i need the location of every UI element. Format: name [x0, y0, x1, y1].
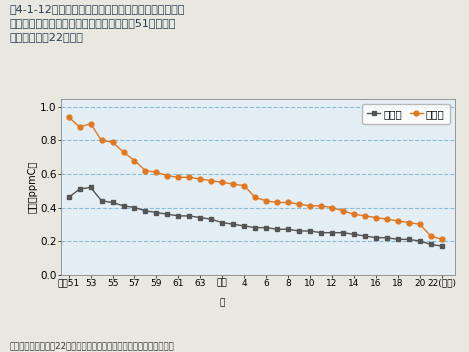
自排局: [252, 195, 258, 200]
一般局: [175, 214, 181, 218]
自排局: [77, 125, 83, 129]
一般局: [77, 187, 83, 191]
自排局: [384, 217, 390, 221]
自排局: [406, 220, 412, 225]
Text: 図4-1-12　非メタン炭化水素の午前６〜９時における
　　　　　年平均値の経年変化推移（昭和51年度〜平
　　　　　成22年度）: 図4-1-12 非メタン炭化水素の午前６〜９時における 年平均値の経年変化推移（…: [9, 4, 185, 42]
自排局: [99, 138, 105, 143]
一般局: [406, 237, 412, 241]
一般局: [88, 185, 93, 189]
自排局: [187, 175, 192, 180]
一般局: [132, 206, 137, 210]
自排局: [197, 177, 203, 181]
Text: ２: ２: [219, 298, 225, 307]
自排局: [88, 121, 93, 126]
自排局: [175, 175, 181, 180]
Line: 自排局: 自排局: [66, 114, 444, 242]
一般局: [285, 227, 291, 231]
自排局: [373, 215, 379, 220]
一般局: [362, 234, 368, 238]
自排局: [132, 158, 137, 163]
自排局: [340, 209, 346, 213]
一般局: [439, 244, 445, 248]
一般局: [296, 229, 302, 233]
自排局: [143, 169, 148, 173]
自排局: [307, 204, 313, 208]
一般局: [143, 209, 148, 213]
一般局: [219, 220, 225, 225]
自排局: [165, 174, 170, 178]
一般局: [165, 212, 170, 216]
自排局: [242, 184, 247, 188]
一般局: [242, 224, 247, 228]
Legend: 一般局, 自排局: 一般局, 自排局: [362, 104, 450, 124]
一般局: [395, 237, 401, 241]
自排局: [318, 204, 324, 208]
一般局: [318, 231, 324, 235]
自排局: [362, 214, 368, 218]
自排局: [264, 199, 269, 203]
自排局: [417, 222, 423, 226]
一般局: [351, 232, 357, 237]
一般局: [373, 235, 379, 240]
一般局: [99, 199, 105, 203]
Text: 資料：環境省「平成22年度大気汚染状況について（報道発表資料）」: 資料：環境省「平成22年度大気汚染状況について（報道発表資料）」: [9, 341, 174, 350]
一般局: [307, 229, 313, 233]
自排局: [209, 178, 214, 183]
一般局: [340, 231, 346, 235]
自排局: [395, 219, 401, 223]
自排局: [274, 200, 280, 205]
Line: 一般局: 一般局: [67, 185, 444, 248]
一般局: [428, 242, 434, 246]
一般局: [197, 215, 203, 220]
一般局: [187, 214, 192, 218]
一般局: [264, 226, 269, 230]
一般局: [384, 235, 390, 240]
自排局: [110, 140, 115, 144]
自排局: [154, 170, 159, 175]
一般局: [274, 227, 280, 231]
一般局: [209, 217, 214, 221]
自排局: [230, 182, 236, 186]
自排局: [66, 115, 71, 119]
自排局: [351, 212, 357, 216]
一般局: [110, 200, 115, 205]
自排局: [439, 237, 445, 241]
一般局: [154, 210, 159, 215]
一般局: [230, 222, 236, 226]
自排局: [428, 234, 434, 238]
自排局: [219, 180, 225, 184]
一般局: [66, 195, 71, 200]
一般局: [417, 239, 423, 243]
自排局: [121, 150, 126, 154]
一般局: [121, 204, 126, 208]
一般局: [329, 231, 335, 235]
一般局: [252, 226, 258, 230]
Y-axis label: 濃度（ppmC）: 濃度（ppmC）: [28, 161, 38, 213]
自排局: [285, 200, 291, 205]
自排局: [296, 202, 302, 206]
自排局: [329, 206, 335, 210]
